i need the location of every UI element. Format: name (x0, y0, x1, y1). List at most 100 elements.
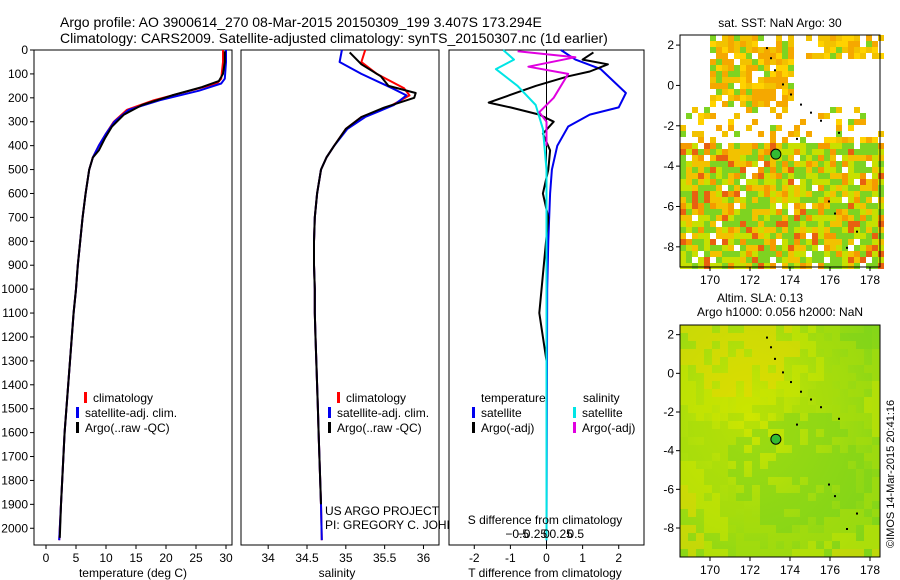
sla-cell (824, 485, 832, 493)
sst-cell (734, 161, 740, 167)
sla-cell (792, 445, 800, 453)
sst-cell (824, 143, 830, 149)
sst-cell (722, 101, 728, 107)
sst-cell (782, 245, 788, 251)
sst-cell (854, 185, 860, 191)
sst-cell (686, 161, 692, 167)
sla-cell (728, 357, 736, 365)
sst-cell (842, 35, 848, 41)
sla-cell (744, 493, 752, 501)
legend-title-temperature: temperature (481, 391, 546, 405)
sst-cell (776, 215, 782, 221)
legend-swatch-argo (76, 422, 79, 433)
map-y-tick-label: -8 (663, 521, 674, 535)
sla-cell (784, 493, 792, 501)
sst-cell (872, 179, 878, 185)
sst-cell (788, 65, 794, 71)
sst-cell (728, 179, 734, 185)
map-y-tick-label: -8 (663, 240, 674, 254)
sla-cell (696, 349, 704, 357)
sst-cell (854, 209, 860, 215)
sst-cell (752, 161, 758, 167)
sst-cell (776, 167, 782, 173)
sst-cell (752, 191, 758, 197)
sla-cell (800, 469, 808, 477)
sla-cell (864, 485, 872, 493)
sst-cell (866, 167, 872, 173)
sla-cell (752, 421, 760, 429)
sst-cell (704, 191, 710, 197)
sst-cell (770, 59, 776, 65)
sst-cell (776, 71, 782, 77)
sla-cell (688, 509, 696, 517)
sst-cell (698, 209, 704, 215)
sst-cell (872, 137, 878, 143)
sla-cell (752, 349, 760, 357)
sla-cell (752, 325, 760, 333)
sst-cell (746, 101, 752, 107)
sst-cell (788, 95, 794, 101)
sst-cell (710, 65, 716, 71)
sla-cell (824, 341, 832, 349)
sst-cell (770, 251, 776, 257)
sla-cell (768, 381, 776, 389)
sla-cell (752, 541, 760, 549)
series-line-differences-2 (494, 49, 548, 541)
sst-cell (854, 221, 860, 227)
sst-cell (782, 251, 788, 257)
sst-cell (716, 47, 722, 53)
sst-cell (866, 245, 872, 251)
map-x-tick-label: 178 (860, 273, 880, 287)
sst-cell (782, 107, 788, 113)
island-dot (796, 137, 798, 140)
sst-cell (860, 257, 866, 263)
sst-cell (842, 137, 848, 143)
map-y-tick-label: -6 (663, 482, 674, 496)
sst-cell (812, 257, 818, 263)
sla-cell (752, 461, 760, 469)
sst-cell (704, 215, 710, 221)
sla-cell (784, 325, 792, 333)
sst-cell (764, 89, 770, 95)
island-dot (796, 423, 798, 426)
sst-cell (824, 161, 830, 167)
island-dot (770, 57, 772, 60)
sst-cell (698, 155, 704, 161)
sla-cell (744, 341, 752, 349)
sla-cell (680, 373, 688, 381)
sst-cell (848, 263, 854, 269)
sla-cell (840, 541, 848, 549)
sla-cell (728, 333, 736, 341)
sla-cell (832, 525, 840, 533)
map-y-tick-label: 0 (667, 78, 674, 92)
island-dot (838, 417, 840, 420)
sla-cell (808, 341, 816, 349)
sla-cell (752, 549, 760, 557)
sst-cell (878, 245, 884, 251)
sst-cell (710, 245, 716, 251)
sla-cell (760, 501, 768, 509)
sla-cell (704, 429, 712, 437)
sst-cell (680, 221, 686, 227)
sst-cell (878, 53, 884, 59)
sst-cell (866, 143, 872, 149)
sla-cell (768, 341, 776, 349)
sst-cell (866, 149, 872, 155)
sst-cell (734, 263, 740, 269)
sla-cell (704, 325, 712, 333)
sst-cell (680, 263, 686, 269)
sst-cell (728, 77, 734, 83)
sst-cell (698, 137, 704, 143)
sla-cell (792, 333, 800, 341)
sst-cell (872, 203, 878, 209)
island-dot (846, 528, 848, 530)
sst-cell (782, 71, 788, 77)
sst-cell (782, 233, 788, 239)
sla-cell (728, 469, 736, 477)
sla-cell (856, 541, 864, 549)
sst-cell (794, 203, 800, 209)
sst-cell (848, 137, 854, 143)
sla-cell (808, 485, 816, 493)
sst-cell (686, 227, 692, 233)
